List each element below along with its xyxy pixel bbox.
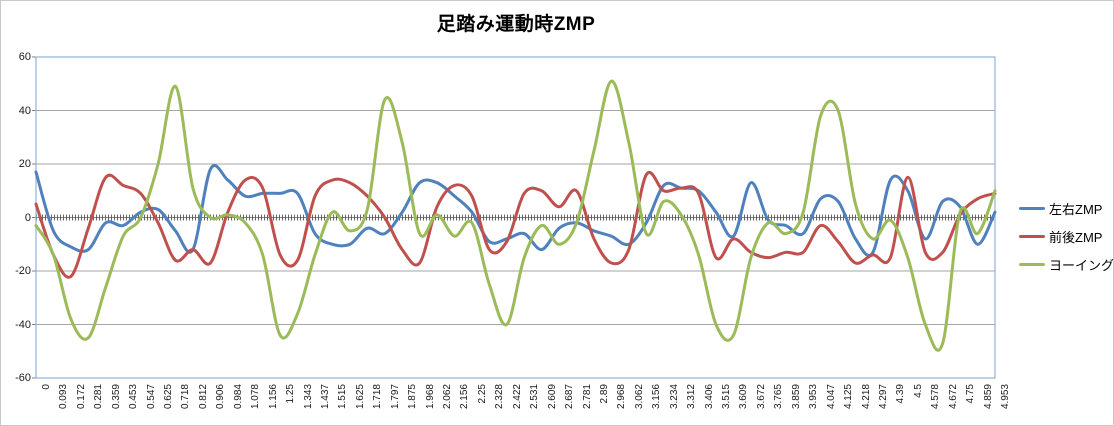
x-axis-tick-label: 2.531 — [529, 384, 541, 410]
x-axis-tick-label: 3.062 — [633, 384, 645, 410]
x-axis-tick-label: 0.547 — [145, 384, 157, 410]
legend-line-swatch — [1019, 234, 1045, 238]
x-axis-tick-label: 2.156 — [459, 384, 471, 410]
x-axis-tick-label: 4.859 — [982, 384, 994, 410]
x-axis-tick-label: 0.718 — [180, 384, 192, 410]
x-axis-tick-label: 2.25 — [476, 384, 488, 404]
x-axis-tick-label: 0.172 — [75, 384, 87, 410]
plot-border — [35, 56, 996, 379]
legend-line-swatch — [1019, 262, 1045, 266]
x-axis-tick-label: 0.093 — [58, 384, 70, 410]
x-axis-tick-label: 2.328 — [494, 384, 506, 410]
x-axis-tick-label: 3.234 — [668, 384, 680, 410]
x-axis-tick-label: 0.812 — [197, 384, 209, 410]
series-line-2 — [34, 79, 997, 352]
y-axis-tick-label: -20 — [15, 265, 31, 277]
series-line-1 — [34, 170, 997, 279]
x-axis-tick-label: 3.765 — [773, 384, 785, 410]
x-axis-tick-label: 4.125 — [843, 384, 855, 410]
x-axis-tick-label: 1.515 — [337, 384, 349, 410]
legend-label: ヨーイング — [1049, 257, 1114, 273]
legend-item-1: 前後ZMP — [1019, 226, 1113, 246]
x-axis-tick-label: 1.718 — [372, 384, 384, 410]
x-axis-tick-label: 4.578 — [930, 384, 942, 410]
x-axis-tick-label: 2.422 — [511, 384, 523, 410]
x-axis-tick-label: 1.437 — [319, 384, 331, 410]
legend-line-swatch — [1019, 206, 1045, 210]
x-axis-tick-label: 0.453 — [128, 384, 140, 410]
chart-title: 足踏み運動時ZMP — [436, 14, 596, 35]
legend-label: 前後ZMP — [1049, 229, 1103, 245]
y-axis-tick-label: 20 — [18, 158, 31, 170]
y-axis-tick-label: 0 — [24, 211, 31, 224]
legend-label: 左右ZMP — [1049, 201, 1103, 217]
y-axis-tick-label: -60 — [15, 372, 31, 384]
x-axis-tick-label: 3.515 — [721, 384, 733, 410]
x-axis-tick-label: 0.984 — [232, 384, 244, 410]
x-axis-tick-label: 4.75 — [965, 384, 977, 404]
x-axis-tick-label: 2.062 — [442, 384, 454, 410]
x-axis-tick-label: 1.156 — [267, 384, 279, 410]
x-axis-tick-label: 1.078 — [250, 384, 262, 410]
x-axis-tick-label: 3.672 — [755, 384, 767, 410]
x-axis-tick-label: 1.875 — [407, 384, 419, 410]
legend-item-2: ヨーイング — [1019, 254, 1114, 274]
x-axis-tick-label: 3.406 — [703, 384, 715, 410]
x-axis-tick-label: 4.218 — [860, 384, 872, 410]
x-axis-tick-label: 3.953 — [808, 384, 820, 410]
x-axis-tick-label: 1.25 — [285, 384, 297, 404]
x-axis-tick-label: 1.343 — [302, 384, 314, 410]
x-axis-tick-label: 2.89 — [598, 384, 610, 404]
x-axis-tick-label: 0.281 — [93, 384, 105, 410]
x-axis-tick-label: 4.953 — [1000, 384, 1011, 410]
x-axis-tick-label: 4.672 — [947, 384, 959, 410]
x-axis-tick-label: 0.625 — [163, 384, 175, 410]
x-axis-tick-label: 0 — [41, 384, 52, 390]
x-axis-tick-label: 4.047 — [825, 384, 837, 410]
y-axis-tick-label: 40 — [18, 104, 31, 117]
series-line-0 — [34, 164, 997, 258]
x-axis-tick-label: 1.797 — [389, 384, 401, 410]
x-axis-tick-label: 3.609 — [738, 384, 750, 410]
x-axis-tick-label: 1.625 — [354, 384, 366, 410]
x-axis-tick-label: 0.906 — [215, 384, 227, 410]
legend-item-0: 左右ZMP — [1019, 198, 1113, 218]
legend: 左右ZMP 前後ZMP ヨーイング — [1019, 198, 1114, 282]
x-axis-tick-label: 2.781 — [581, 384, 593, 410]
x-axis-tick-label: 4.297 — [877, 384, 889, 410]
y-axis-tick-label: 60 — [18, 51, 31, 63]
x-axis-tick-label: 2.609 — [546, 384, 558, 410]
x-axis-tick-label: 3.312 — [686, 384, 698, 410]
y-axis-tick-label: -40 — [15, 318, 31, 331]
x-axis-tick-label: 3.859 — [790, 384, 802, 410]
x-axis-tick-label: 4.39 — [895, 384, 907, 404]
x-axis-tick-label: 2.687 — [564, 384, 576, 410]
x-axis-tick-label: 2.968 — [616, 384, 628, 410]
x-axis-tick-label: 0.359 — [110, 384, 122, 410]
x-axis-tick-label: 3.156 — [651, 384, 663, 410]
x-axis-tick-label: 1.968 — [424, 384, 436, 410]
x-axis-tick-label: 4.5 — [912, 384, 924, 398]
